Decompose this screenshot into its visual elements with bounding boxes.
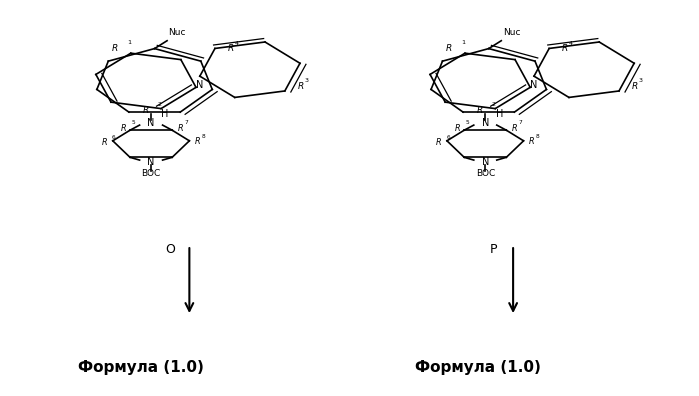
Text: R: R [446,44,452,53]
Text: N: N [196,80,203,90]
Text: 5: 5 [466,120,469,126]
Text: R: R [121,124,127,133]
Text: 4: 4 [569,41,572,46]
Text: R: R [178,124,183,133]
Text: 6: 6 [112,135,116,140]
Text: 2: 2 [157,103,161,107]
Text: R: R [529,137,535,146]
Text: R: R [143,106,149,115]
Text: R: R [477,106,483,115]
Text: N: N [482,157,489,167]
Text: N: N [147,157,154,167]
Text: 8: 8 [536,134,540,139]
Text: 3: 3 [304,78,308,83]
Text: 4: 4 [234,41,238,46]
Text: R: R [631,82,637,91]
Text: 1: 1 [461,40,466,45]
Text: N: N [482,118,489,128]
Text: Формула (1.0): Формула (1.0) [78,360,203,375]
Text: 3: 3 [638,78,642,83]
Text: Nuc: Nuc [503,28,520,37]
Text: N: N [530,80,538,90]
Text: R: R [227,44,233,53]
Text: 8: 8 [202,134,206,139]
Text: R: R [112,44,118,53]
Text: 1: 1 [127,40,131,45]
Text: R: R [297,82,303,91]
Text: Nuc: Nuc [168,28,186,37]
Text: R: R [435,138,441,147]
Text: O: O [165,243,175,256]
Text: R: R [512,124,517,133]
Text: 5: 5 [131,120,135,126]
Text: Формула (1.0): Формула (1.0) [415,360,541,375]
Text: BOC: BOC [475,169,495,177]
Text: R: R [455,124,461,133]
Text: R: R [195,137,201,146]
Text: P: P [490,243,498,256]
Text: R: R [101,138,107,147]
Text: 7: 7 [519,120,523,126]
Text: H: H [161,109,168,119]
Text: 7: 7 [185,120,189,126]
Text: BOC: BOC [141,169,161,177]
Text: H: H [496,109,503,119]
Text: N: N [147,118,154,128]
Text: 6: 6 [446,135,450,140]
Text: 2: 2 [492,103,496,107]
Text: R: R [562,44,568,53]
